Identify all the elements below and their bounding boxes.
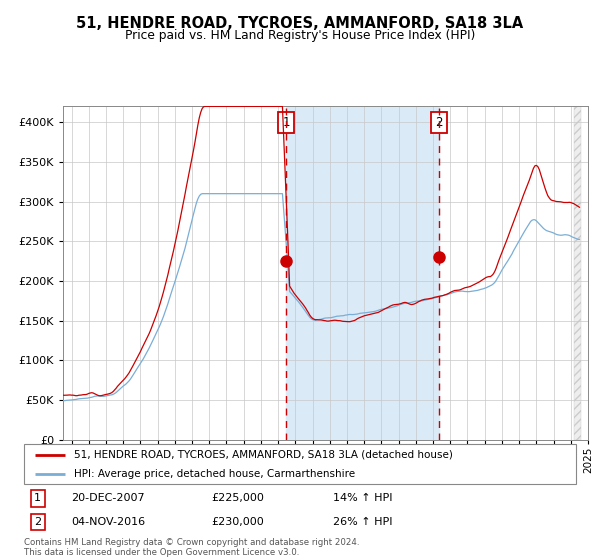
Text: Contains HM Land Registry data © Crown copyright and database right 2024.
This d: Contains HM Land Registry data © Crown c…	[24, 538, 359, 557]
FancyBboxPatch shape	[24, 444, 576, 484]
Text: 2: 2	[34, 517, 41, 527]
Text: 51, HENDRE ROAD, TYCROES, AMMANFORD, SA18 3LA: 51, HENDRE ROAD, TYCROES, AMMANFORD, SA1…	[76, 16, 524, 31]
Text: 26% ↑ HPI: 26% ↑ HPI	[333, 517, 392, 527]
Text: 1: 1	[283, 116, 290, 129]
Text: 20-DEC-2007: 20-DEC-2007	[71, 493, 145, 503]
Text: £225,000: £225,000	[212, 493, 265, 503]
Text: £230,000: £230,000	[212, 517, 265, 527]
Bar	[286, 106, 439, 440]
Text: HPI: Average price, detached house, Carmarthenshire: HPI: Average price, detached house, Carm…	[74, 469, 355, 478]
Text: 04-NOV-2016: 04-NOV-2016	[71, 517, 145, 527]
Text: 1: 1	[34, 493, 41, 503]
Text: 2: 2	[435, 116, 443, 129]
Text: Price paid vs. HM Land Registry's House Price Index (HPI): Price paid vs. HM Land Registry's House …	[125, 29, 475, 42]
Text: 51, HENDRE ROAD, TYCROES, AMMANFORD, SA18 3LA (detached house): 51, HENDRE ROAD, TYCROES, AMMANFORD, SA1…	[74, 450, 452, 460]
Text: 14% ↑ HPI: 14% ↑ HPI	[333, 493, 392, 503]
